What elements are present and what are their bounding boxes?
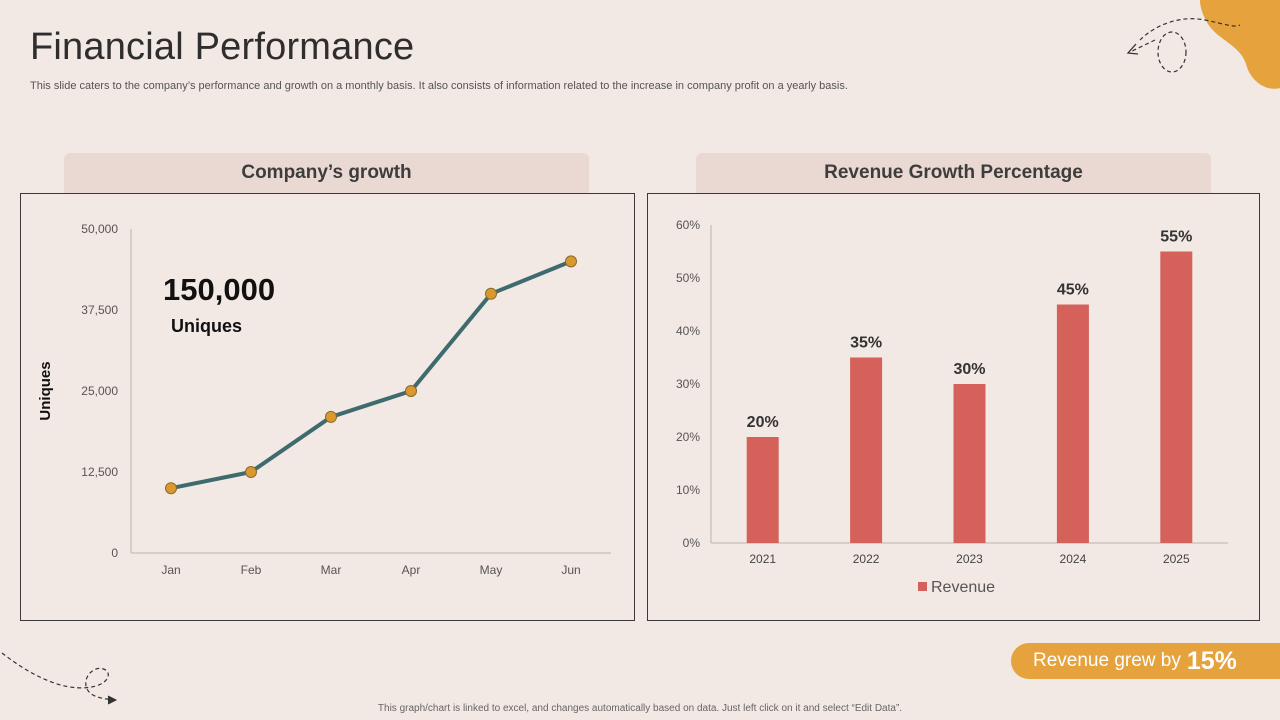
decorative-swirl-bottom-left [1, 652, 118, 705]
uniques-total-value: 150,000 [163, 272, 276, 307]
revenue-bar [1056, 304, 1089, 543]
x-tick-label: Feb [241, 563, 262, 577]
revenue-bar [953, 384, 986, 543]
legend-swatch [918, 582, 927, 591]
page-title: Financial Performance [30, 26, 415, 68]
x-tick-label: 2024 [1060, 552, 1087, 566]
revenue-growth-header: Revenue Growth Percentage [696, 153, 1211, 193]
y-tick-label: 30% [676, 377, 700, 391]
uniques-series-line [170, 259, 572, 491]
y-tick-label: 0% [683, 536, 701, 550]
data-point-marker [325, 410, 337, 423]
data-point-marker [485, 287, 497, 300]
y-tick-label: 12,500 [81, 465, 118, 479]
x-tick-label: Mar [321, 563, 342, 577]
y-tick-label: 40% [676, 324, 700, 338]
x-tick-label: 2023 [956, 552, 983, 566]
decorative-blob-top-right [1126, 0, 1280, 89]
legend-label: Revenue [931, 579, 995, 596]
uniques-total-label: Uniques [171, 316, 243, 336]
x-tick-label: May [480, 563, 503, 577]
y-tick-label: 60% [676, 218, 700, 232]
bar-data-label: 20% [747, 414, 779, 431]
y-tick-label: 50,000 [81, 222, 118, 236]
data-point-marker [565, 255, 577, 268]
y-tick-label: 50% [676, 271, 700, 285]
revenue-growth-badge-text: Revenue grew by [1033, 650, 1181, 671]
y-tick-label: 0 [111, 546, 118, 560]
page-subtitle: This slide caters to the company’s perfo… [30, 80, 848, 92]
x-tick-label: 2025 [1163, 552, 1190, 566]
bar-data-label: 35% [850, 335, 882, 352]
bar-data-label: 45% [1057, 282, 1089, 299]
bar-data-label: 55% [1160, 229, 1192, 246]
revenue-growth-badge-value: 15% [1186, 646, 1237, 675]
data-point-marker [165, 482, 177, 495]
revenue-bar [850, 357, 883, 543]
revenue-growth-chart-panel: 0% 10% 20% 30% 40% 50% 60% 2021 2022 2023 2024 2025… [647, 193, 1260, 621]
y-tick-label: 25,000 [81, 384, 118, 398]
revenue-bar [1160, 251, 1193, 543]
y-tick-label: 37,500 [81, 303, 118, 317]
companys-growth-header: Company’s growth [64, 153, 589, 193]
bar-data-label: 30% [953, 361, 985, 378]
x-tick-label: Jun [561, 563, 580, 577]
y-tick-label: 10% [676, 483, 700, 497]
companys-growth-line-chart: 0 12,500 25,000 37,500 50,000 Jan Feb Mar Apr May… [37, 222, 611, 577]
y-axis-title: Uniques [37, 361, 54, 420]
x-tick-label: Apr [402, 563, 421, 577]
revenue-bar [746, 437, 779, 543]
data-point-marker [245, 466, 257, 478]
companys-growth-chart-panel: 0 12,500 25,000 37,500 50,000 Jan Feb Mar Apr May… [20, 193, 635, 621]
x-tick-label: 2021 [749, 552, 776, 566]
revenue-growth-badge: Revenue grew by 15% [1011, 643, 1280, 679]
x-tick-label: Jan [161, 563, 180, 577]
x-tick-label: 2022 [853, 552, 880, 566]
y-tick-label: 20% [676, 430, 700, 444]
revenue-growth-bar-chart: 0% 10% 20% 30% 40% 50% 60% 2021 2022 2023 2024 2025… [676, 218, 1228, 596]
data-point-marker [405, 385, 417, 397]
footnote: This graph/chart is linked to excel, and… [377, 703, 903, 714]
